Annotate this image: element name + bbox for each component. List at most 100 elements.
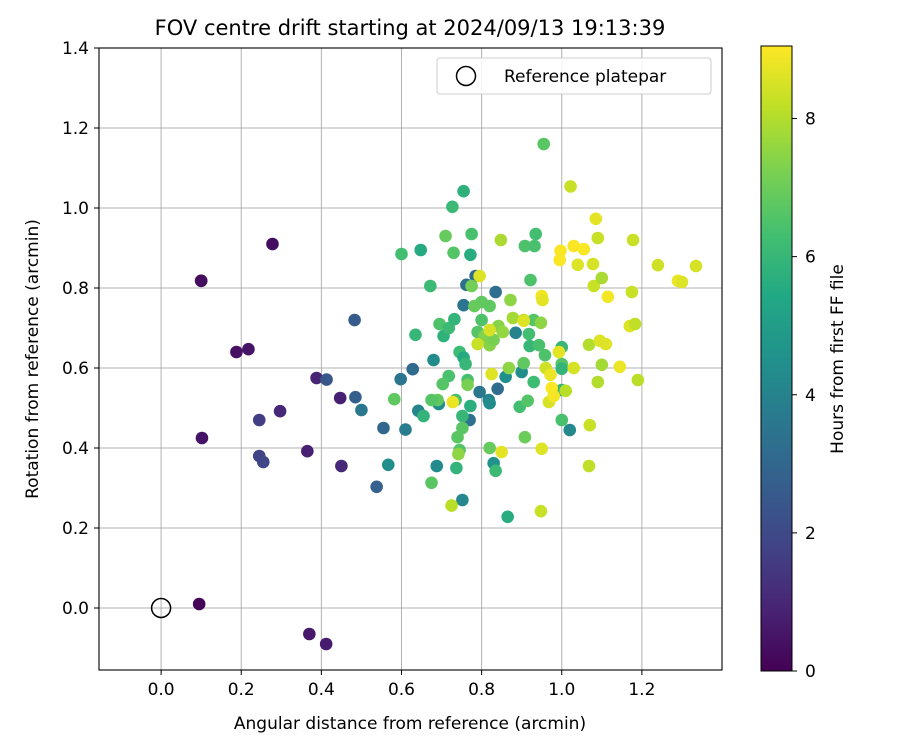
data-point bbox=[370, 480, 383, 494]
data-point bbox=[506, 311, 520, 325]
data-point bbox=[571, 258, 585, 272]
data-point bbox=[613, 360, 627, 374]
data-point bbox=[563, 423, 577, 437]
data-point bbox=[587, 279, 601, 293]
x-tick-label: 1.2 bbox=[628, 680, 655, 700]
colorbar bbox=[761, 46, 792, 671]
data-point bbox=[464, 248, 477, 262]
data-point bbox=[446, 395, 460, 409]
data-point bbox=[564, 180, 577, 193]
data-point bbox=[457, 184, 470, 198]
data-point bbox=[487, 333, 500, 347]
data-point bbox=[538, 348, 552, 362]
data-point bbox=[582, 459, 596, 473]
data-point bbox=[447, 246, 460, 260]
data-point bbox=[522, 327, 536, 341]
colorbar-tick-label: 4 bbox=[805, 386, 816, 406]
data-point bbox=[495, 445, 508, 459]
data-point bbox=[409, 328, 422, 342]
data-point bbox=[567, 239, 581, 253]
data-point bbox=[554, 244, 567, 258]
data-point bbox=[192, 597, 206, 611]
data-point bbox=[485, 367, 498, 381]
data-point bbox=[483, 299, 496, 313]
data-point bbox=[494, 233, 508, 247]
data-point bbox=[471, 337, 484, 351]
reference-platepar-marker bbox=[150, 597, 172, 619]
data-point bbox=[518, 239, 532, 253]
data-point bbox=[577, 242, 591, 256]
y-tick-label: 1.0 bbox=[62, 199, 89, 219]
y-tick-label: 0.0 bbox=[62, 599, 89, 619]
data-point bbox=[348, 313, 361, 327]
data-point bbox=[523, 339, 536, 353]
data-point bbox=[430, 459, 444, 473]
data-point bbox=[468, 299, 481, 313]
data-point bbox=[502, 361, 516, 375]
data-point bbox=[534, 316, 548, 330]
data-point bbox=[256, 455, 270, 469]
data-point bbox=[544, 368, 557, 382]
x-tick-label: 1.0 bbox=[548, 680, 575, 700]
data-point bbox=[599, 337, 613, 351]
data-point bbox=[675, 275, 689, 289]
legend-entry-label: Reference platepar bbox=[504, 67, 666, 87]
data-point bbox=[320, 373, 333, 386]
data-point bbox=[436, 377, 450, 391]
x-tick-label: 0.0 bbox=[148, 680, 175, 700]
data-point bbox=[450, 461, 463, 475]
legend-box bbox=[436, 57, 712, 95]
data-point bbox=[424, 279, 437, 293]
data-point bbox=[524, 273, 537, 287]
data-point bbox=[601, 290, 615, 304]
data-point bbox=[483, 323, 496, 337]
y-axis-ticks: 0.0 0.2 0.4 0.6 0.8 1.0 1.2 1.4 bbox=[62, 39, 99, 619]
data-point bbox=[387, 392, 401, 406]
data-point bbox=[425, 476, 438, 490]
y-tick-label: 1.4 bbox=[62, 39, 89, 59]
data-point bbox=[333, 391, 347, 405]
data-point bbox=[377, 421, 390, 435]
data-point bbox=[521, 394, 534, 408]
data-point bbox=[301, 444, 314, 458]
data-point bbox=[595, 358, 609, 372]
data-point bbox=[567, 361, 581, 375]
data-point bbox=[591, 231, 605, 245]
data-point bbox=[355, 403, 368, 417]
data-point bbox=[319, 637, 333, 651]
y-tick-label: 0.8 bbox=[62, 279, 89, 299]
data-point bbox=[553, 253, 567, 267]
data-point bbox=[461, 378, 474, 392]
data-point bbox=[552, 345, 566, 359]
colorbar-label: Hours from first FF file bbox=[828, 264, 848, 454]
data-point bbox=[625, 285, 639, 299]
data-point bbox=[448, 312, 461, 326]
data-point bbox=[626, 233, 640, 247]
y-tick-label: 0.4 bbox=[62, 439, 89, 459]
data-point bbox=[452, 447, 465, 461]
data-point bbox=[414, 243, 428, 257]
y-axis-label: Rotation from reference (arcmin) bbox=[23, 219, 43, 499]
data-point bbox=[456, 421, 469, 435]
colorbar-tick-label: 0 bbox=[805, 662, 816, 682]
x-tick-label: 0.2 bbox=[228, 680, 255, 700]
data-point bbox=[489, 285, 502, 299]
data-point bbox=[555, 413, 569, 427]
data-point bbox=[586, 257, 600, 271]
chart-title: FOV centre drift starting at 2024/09/13 … bbox=[155, 16, 666, 40]
data-point bbox=[230, 345, 243, 359]
data-point bbox=[465, 227, 478, 241]
data-point bbox=[529, 227, 543, 241]
data-point bbox=[491, 382, 504, 396]
data-point bbox=[689, 259, 703, 273]
colorbar-tick-label: 6 bbox=[805, 248, 816, 268]
scatter-points bbox=[192, 137, 703, 651]
colorbar-tick-label: 8 bbox=[805, 110, 816, 130]
data-point bbox=[483, 396, 496, 410]
data-point bbox=[475, 313, 488, 327]
data-point bbox=[445, 499, 458, 512]
data-point bbox=[456, 493, 469, 507]
data-point bbox=[518, 430, 532, 444]
data-point bbox=[273, 404, 287, 418]
